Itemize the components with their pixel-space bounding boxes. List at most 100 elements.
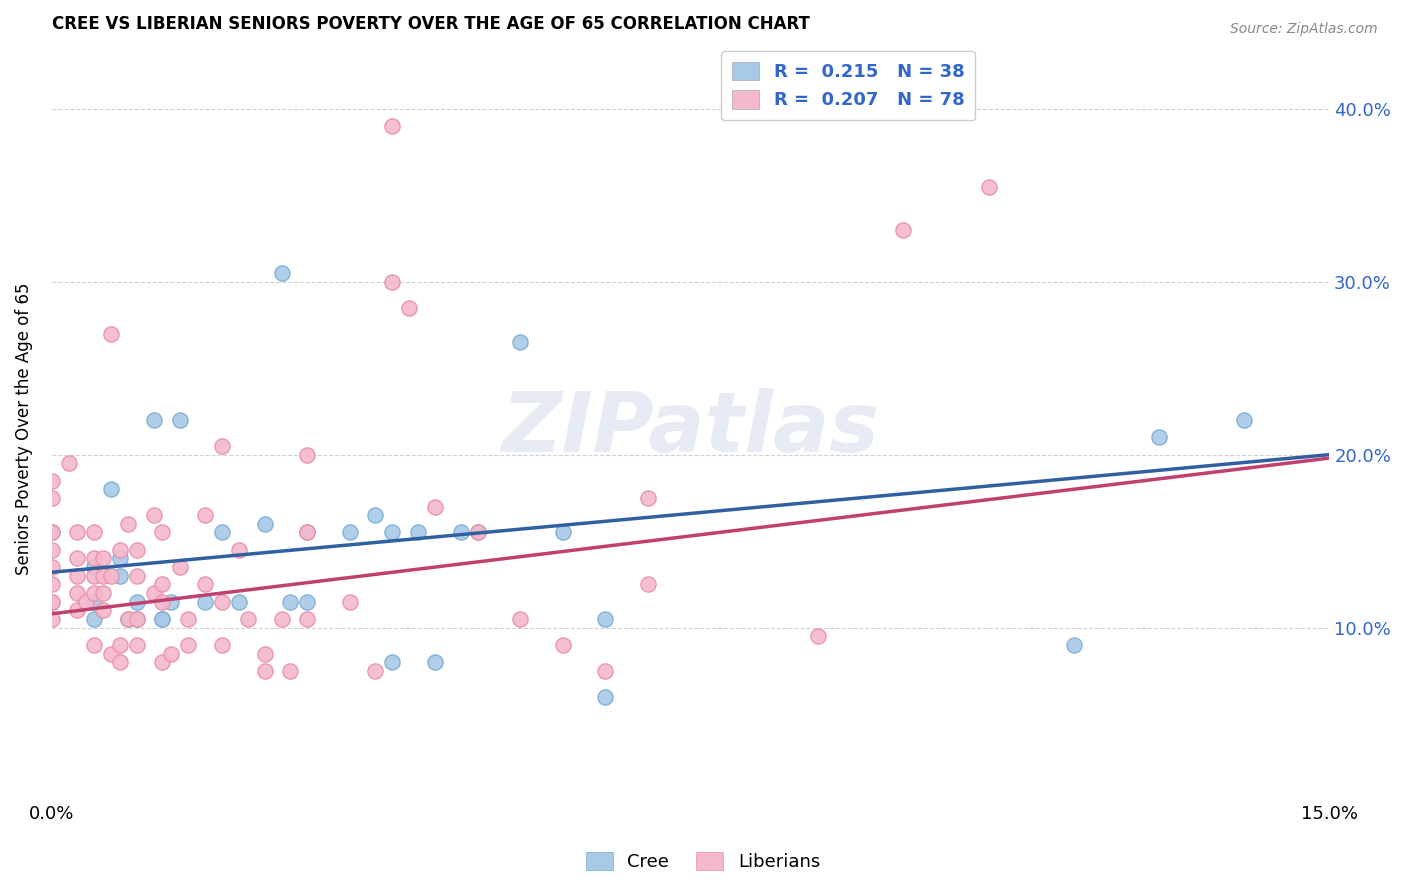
Point — [100, 647, 122, 661]
Point — [211, 595, 233, 609]
Point — [142, 508, 165, 523]
Point — [125, 638, 148, 652]
Point — [160, 595, 183, 609]
Point — [75, 595, 97, 609]
Point — [108, 655, 131, 669]
Point — [117, 612, 139, 626]
Point — [893, 223, 915, 237]
Point — [177, 638, 200, 652]
Point — [108, 568, 131, 582]
Point — [152, 577, 174, 591]
Point — [66, 551, 89, 566]
Point — [364, 508, 387, 523]
Point — [66, 603, 89, 617]
Point — [83, 551, 105, 566]
Point — [253, 664, 276, 678]
Point — [297, 612, 319, 626]
Point — [381, 119, 404, 133]
Text: ZIPatlas: ZIPatlas — [502, 388, 879, 469]
Point — [339, 525, 361, 540]
Point — [253, 647, 276, 661]
Point — [1233, 413, 1256, 427]
Point — [339, 595, 361, 609]
Point — [41, 595, 63, 609]
Point — [228, 542, 250, 557]
Point — [381, 655, 404, 669]
Point — [595, 690, 617, 704]
Point — [152, 525, 174, 540]
Point — [66, 586, 89, 600]
Point — [91, 603, 114, 617]
Point — [297, 525, 319, 540]
Point — [108, 542, 131, 557]
Point — [91, 586, 114, 600]
Point — [160, 647, 183, 661]
Point — [91, 568, 114, 582]
Point — [100, 326, 122, 341]
Point — [595, 612, 617, 626]
Point — [423, 500, 446, 514]
Point — [253, 516, 276, 531]
Point — [152, 655, 174, 669]
Point — [278, 595, 301, 609]
Point — [41, 560, 63, 574]
Point — [83, 586, 105, 600]
Point — [108, 551, 131, 566]
Legend: R =  0.215   N = 38, R =  0.207   N = 78: R = 0.215 N = 38, R = 0.207 N = 78 — [721, 51, 976, 120]
Point — [297, 595, 319, 609]
Point — [551, 525, 574, 540]
Point — [152, 595, 174, 609]
Point — [211, 525, 233, 540]
Point — [406, 525, 429, 540]
Point — [450, 525, 472, 540]
Point — [169, 560, 191, 574]
Point — [278, 664, 301, 678]
Point — [108, 638, 131, 652]
Point — [41, 525, 63, 540]
Point — [211, 439, 233, 453]
Point — [152, 612, 174, 626]
Point — [41, 491, 63, 505]
Point — [551, 638, 574, 652]
Point — [41, 577, 63, 591]
Point — [152, 612, 174, 626]
Point — [83, 595, 105, 609]
Point — [83, 612, 105, 626]
Point — [194, 577, 217, 591]
Text: CREE VS LIBERIAN SENIORS POVERTY OVER THE AGE OF 65 CORRELATION CHART: CREE VS LIBERIAN SENIORS POVERTY OVER TH… — [52, 15, 810, 33]
Point — [381, 525, 404, 540]
Point — [117, 516, 139, 531]
Point — [66, 525, 89, 540]
Point — [398, 301, 420, 315]
Point — [41, 612, 63, 626]
Point — [236, 612, 259, 626]
Point — [194, 595, 217, 609]
Point — [423, 655, 446, 669]
Point — [91, 551, 114, 566]
Point — [637, 491, 659, 505]
Legend: Cree, Liberians: Cree, Liberians — [579, 845, 827, 879]
Point — [41, 474, 63, 488]
Point — [125, 542, 148, 557]
Point — [637, 577, 659, 591]
Point — [1063, 638, 1085, 652]
Point — [467, 525, 489, 540]
Point — [270, 612, 292, 626]
Point — [467, 525, 489, 540]
Point — [41, 595, 63, 609]
Point — [83, 568, 105, 582]
Point — [125, 568, 148, 582]
Point — [125, 612, 148, 626]
Point — [83, 638, 105, 652]
Point — [83, 525, 105, 540]
Point — [270, 266, 292, 280]
Point — [807, 629, 830, 643]
Point — [509, 335, 531, 350]
Point — [297, 525, 319, 540]
Point — [169, 413, 191, 427]
Point — [100, 568, 122, 582]
Point — [58, 456, 80, 470]
Point — [297, 448, 319, 462]
Point — [41, 542, 63, 557]
Point — [125, 595, 148, 609]
